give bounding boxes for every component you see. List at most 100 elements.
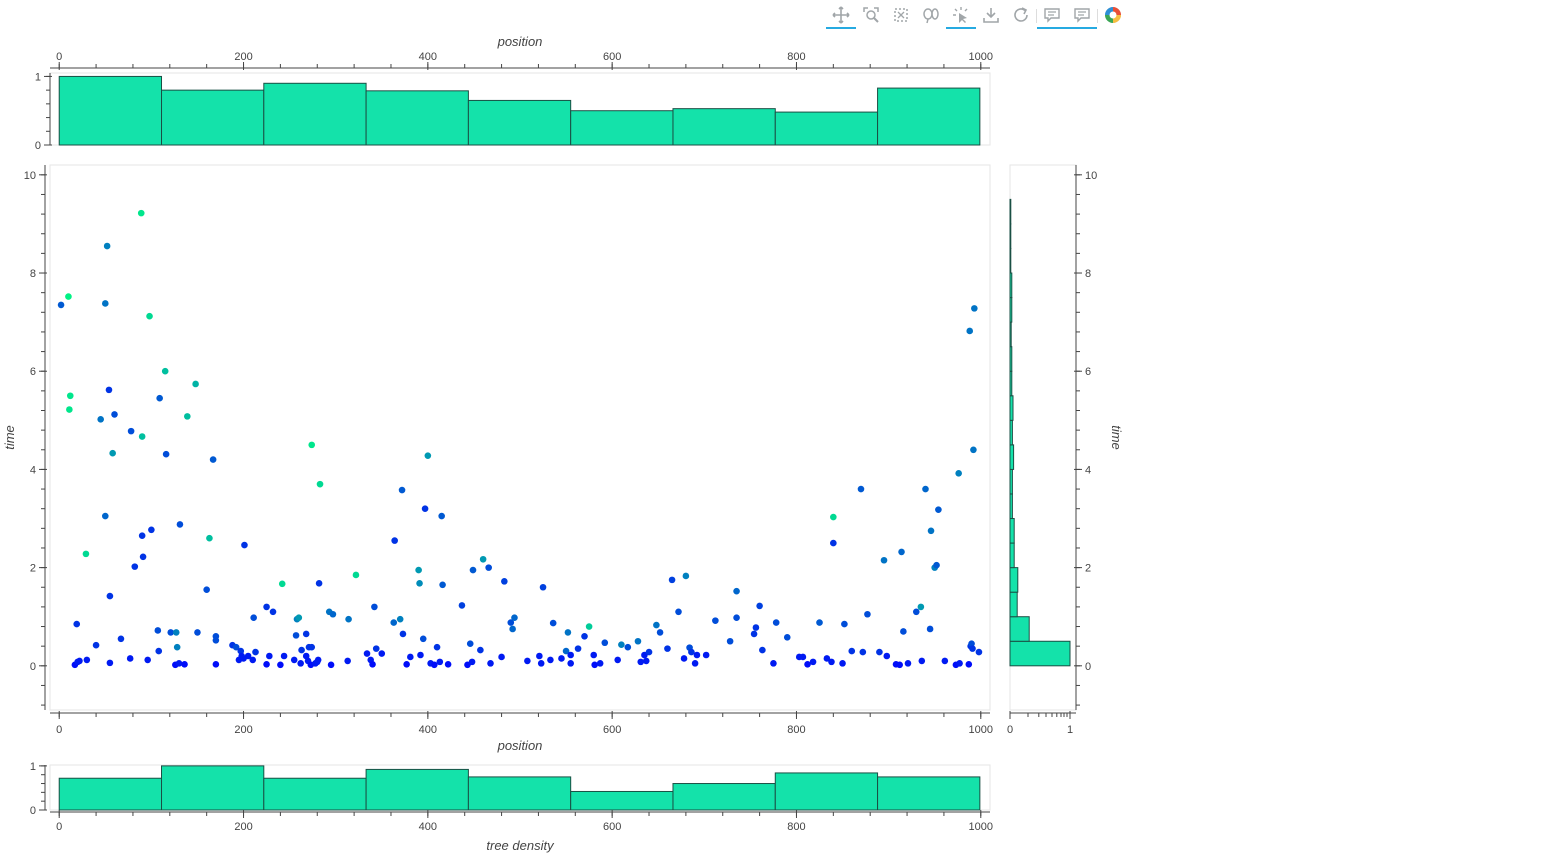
scatter-point bbox=[680, 655, 688, 662]
scatter-point bbox=[203, 586, 210, 594]
box-select-tool-button[interactable] bbox=[886, 3, 916, 29]
scatter-point bbox=[292, 632, 300, 639]
scatter-point bbox=[137, 209, 145, 217]
right-histogram-bar bbox=[1009, 493, 1013, 520]
scatter-x-axis-tick-label: 800 bbox=[787, 724, 805, 736]
right-histogram-y-axis-tick-label: 0 bbox=[1085, 661, 1091, 673]
scatter-point bbox=[154, 627, 162, 634]
scatter-point bbox=[596, 660, 604, 667]
scatter-point bbox=[65, 293, 72, 300]
scatter-point bbox=[581, 633, 588, 640]
scatter-point bbox=[969, 645, 976, 652]
scatter-point bbox=[804, 661, 811, 668]
scatter-point bbox=[194, 629, 201, 636]
right-histogram-bar bbox=[1009, 321, 1012, 348]
top-histogram-bar bbox=[570, 110, 674, 146]
scatter-point bbox=[458, 602, 466, 609]
scatter-point bbox=[859, 648, 867, 656]
scatter-x-axis-tick-label: 400 bbox=[419, 724, 437, 736]
scatter-point bbox=[416, 580, 423, 587]
bottom-histogram-bar bbox=[877, 776, 981, 811]
toolbar-separator bbox=[1036, 9, 1037, 23]
top-histogram-bar bbox=[263, 82, 367, 146]
hover-tool-button[interactable] bbox=[1037, 3, 1067, 29]
reset-tool-button[interactable] bbox=[1006, 3, 1036, 29]
scatter-point bbox=[590, 651, 598, 659]
scatter-point bbox=[770, 660, 777, 667]
scatter-point bbox=[369, 661, 376, 668]
hover-tool-button[interactable] bbox=[1067, 3, 1097, 29]
scatter-point bbox=[839, 660, 846, 667]
scatter-y-axis-tick-label: 6 bbox=[30, 366, 36, 378]
scatter-point bbox=[417, 651, 424, 659]
right-histogram-y-axis-tick-label: 6 bbox=[1085, 366, 1091, 378]
scatter-point bbox=[144, 656, 151, 664]
scatter-point bbox=[277, 661, 284, 669]
scatter-point bbox=[212, 633, 220, 640]
bottom-histogram-bar bbox=[161, 765, 265, 811]
bottom-histogram-x-axis-tick-label: 1000 bbox=[969, 821, 993, 833]
toolbar-separator bbox=[1097, 9, 1098, 23]
lasso-select-tool-button[interactable] bbox=[916, 3, 946, 29]
scatter-point bbox=[192, 380, 199, 388]
scatter-point bbox=[105, 386, 113, 394]
scatter-point bbox=[82, 550, 90, 558]
scatter-point bbox=[438, 512, 445, 520]
scatter-point bbox=[933, 561, 940, 569]
scatter-point bbox=[841, 620, 848, 628]
tap-select-tool-button[interactable] bbox=[946, 3, 976, 29]
scatter-point bbox=[536, 652, 543, 660]
scatter-point bbox=[965, 661, 973, 668]
scatter-point bbox=[278, 580, 286, 588]
scatter-point bbox=[809, 658, 817, 666]
scatter-point bbox=[378, 650, 386, 657]
bottom-histogram-y-axis-tick-label: 0 bbox=[30, 805, 36, 817]
scatter-point bbox=[918, 657, 926, 665]
scatter-point bbox=[131, 563, 139, 570]
right-histogram-x-axis-tick-label: 1 bbox=[1067, 724, 1073, 736]
scatter-point bbox=[487, 660, 494, 667]
scatter-point bbox=[864, 610, 871, 618]
scatter-point bbox=[645, 648, 653, 656]
right-histogram-bar bbox=[1009, 518, 1015, 544]
top-histogram-bar bbox=[161, 89, 265, 146]
scatter-point bbox=[109, 449, 116, 457]
bokeh-logo-icon bbox=[1105, 7, 1121, 23]
right-histogram-bar bbox=[1009, 395, 1014, 421]
right-histogram-bar bbox=[1009, 223, 1012, 249]
scatter-point bbox=[244, 652, 252, 660]
scatter-point bbox=[352, 571, 360, 579]
scatter-point bbox=[155, 647, 163, 655]
scatter-point bbox=[896, 661, 903, 669]
scatter-point bbox=[424, 452, 432, 459]
scatter-point bbox=[391, 537, 398, 544]
top-histogram-x-axis-tick-label: 400 bbox=[419, 51, 437, 63]
bokeh-logo-tool-button[interactable] bbox=[1098, 3, 1128, 29]
scatter-point bbox=[146, 312, 153, 320]
right-histogram-bar bbox=[1009, 616, 1030, 642]
scatter-point bbox=[469, 566, 477, 574]
scatter-point bbox=[668, 576, 676, 584]
scatter-point bbox=[547, 656, 554, 664]
scatter-point bbox=[968, 640, 975, 648]
scatter-point bbox=[148, 526, 155, 534]
save-icon bbox=[983, 8, 999, 23]
scatter-point bbox=[363, 650, 371, 657]
bottom-histogram-x-axis-tick-label: 0 bbox=[56, 821, 62, 833]
save-tool-button[interactable] bbox=[976, 3, 1006, 29]
right-histogram-y-label: time bbox=[1109, 425, 1124, 450]
bottom-histogram-x-axis-tick-label: 200 bbox=[234, 821, 252, 833]
scatter-point bbox=[756, 602, 763, 610]
right-histogram-bar bbox=[1009, 272, 1013, 299]
scatter-y-label: time bbox=[2, 425, 17, 450]
box-zoom-tool-button[interactable] bbox=[856, 3, 886, 29]
scatter-point bbox=[567, 651, 574, 659]
scatter-point bbox=[329, 610, 337, 618]
scatter-point bbox=[249, 656, 257, 664]
right-histogram-y-axis-tick-label: 10 bbox=[1085, 170, 1097, 182]
scatter-point bbox=[750, 630, 758, 638]
right-histogram-bar bbox=[1009, 640, 1071, 667]
scatter-point bbox=[266, 652, 273, 660]
pan-tool-button[interactable] bbox=[826, 3, 856, 29]
